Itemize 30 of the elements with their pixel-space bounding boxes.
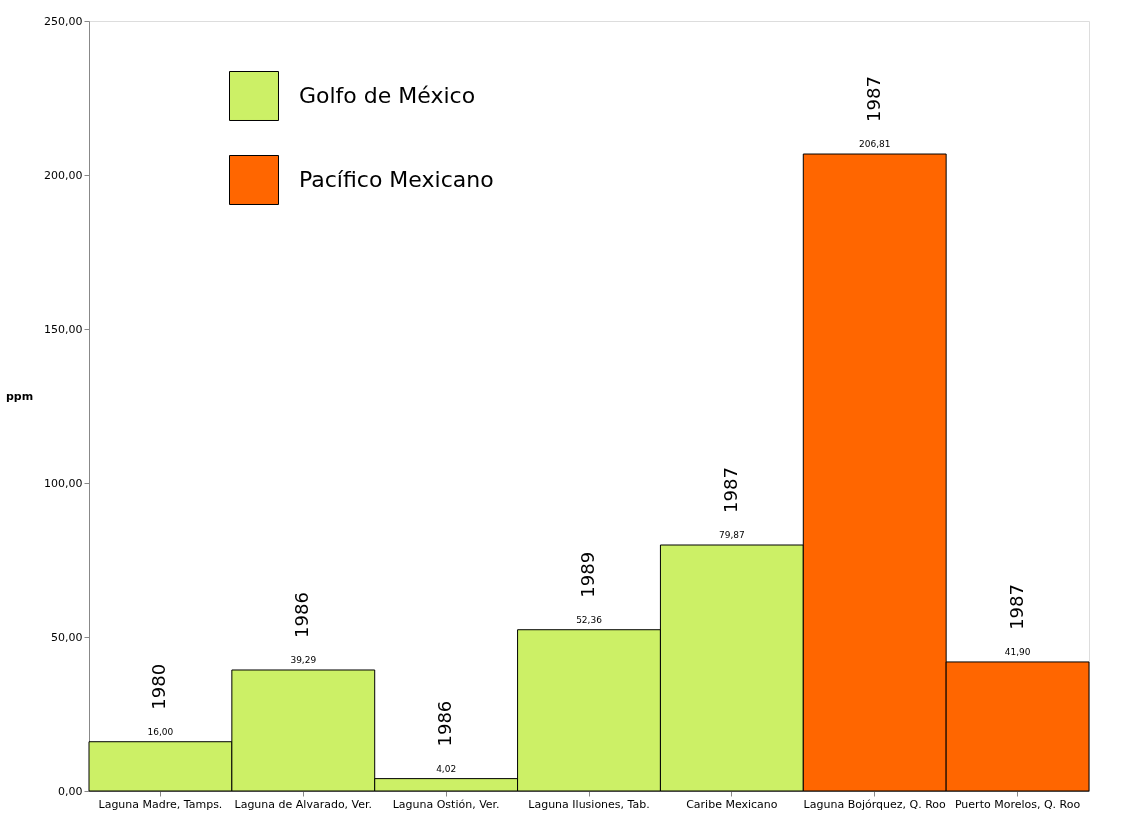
annotation: 1980 [148, 663, 170, 710]
y-tick-label: 150,00 [44, 322, 83, 336]
annotation: 1986 [291, 592, 313, 638]
data-label: 206,81 [858, 139, 891, 150]
y-tick-label: 0,00 [58, 784, 83, 798]
legend-label: Pacífico Mexicano [299, 167, 494, 192]
x-tick-label: Laguna Bojórquez, Q. Roo [803, 797, 947, 811]
x-tick-label: Laguna Ostión, Ver. [392, 797, 500, 811]
data-label: 39,29 [290, 654, 317, 665]
y-tick-label: 50,00 [51, 630, 83, 644]
x-tick-label: Laguna Ilusiones, Tab. [528, 797, 650, 811]
annotation: 1986 [434, 700, 456, 747]
y-tick-label: 100,00 [44, 476, 83, 490]
annotation: 1989 [577, 551, 598, 598]
data-label: 52,36 [576, 614, 603, 625]
data-label: 41,90 [1004, 646, 1031, 657]
y-tick-label: 200,00 [44, 168, 83, 182]
y-axis-title: ppm [5, 389, 34, 403]
x-tick-label: Laguna de Alvarado, Ver. [234, 797, 373, 811]
legend-label: Golfo de México [299, 83, 476, 108]
data-label: 4,02 [436, 763, 457, 774]
x-tick-label: Laguna Madre, Tamps. [98, 797, 223, 811]
annotation: 1987 [719, 467, 741, 513]
annotation: 1987 [862, 76, 884, 122]
annotation: 1987 [1005, 584, 1027, 630]
x-tick-label: Puerto Morelos, Q. Roo [954, 797, 1081, 811]
y-tick-label: 250,00 [44, 14, 83, 28]
data-label: 16,00 [147, 726, 174, 737]
x-tick-label: Caribe Mexicano [686, 797, 778, 811]
data-label: 79,87 [718, 530, 745, 540]
